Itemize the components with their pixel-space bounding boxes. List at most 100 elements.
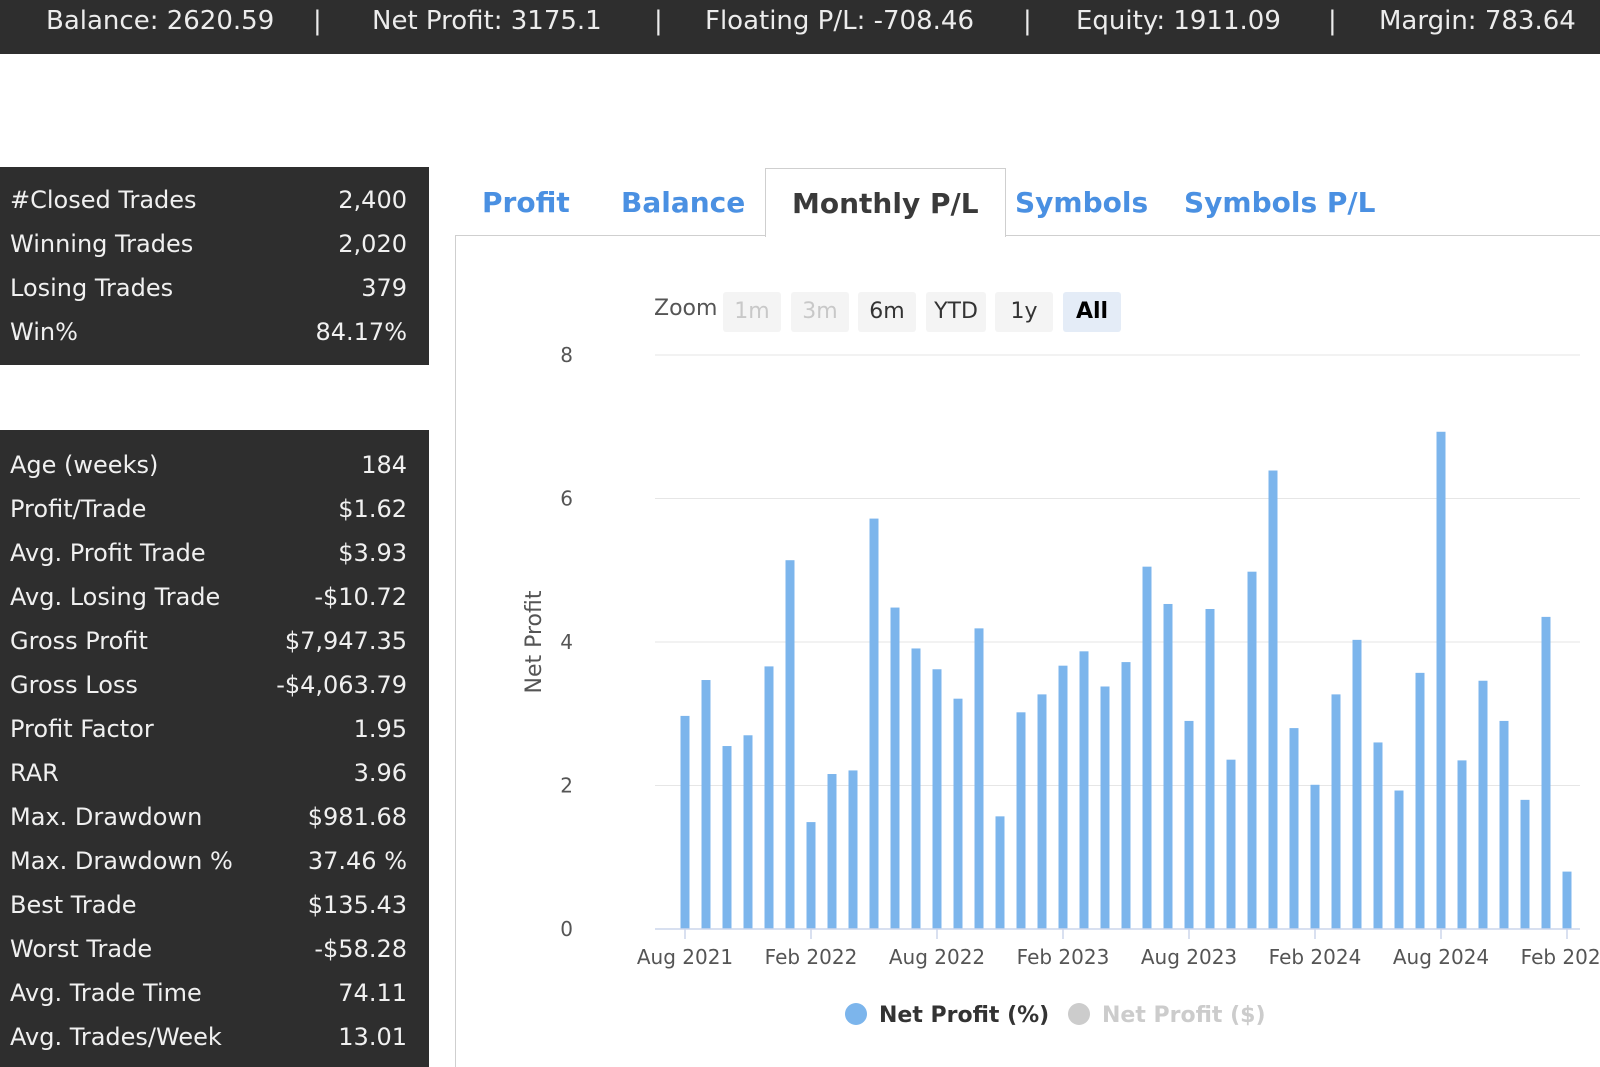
legend-item-net-profit-dollar[interactable]: Net Profit ($) <box>1068 1003 1266 1028</box>
bar[interactable] <box>932 669 942 929</box>
stat-value: 37.46 % <box>307 847 407 875</box>
stat-value: -$58.28 <box>314 935 407 963</box>
zoom-ytd-button[interactable]: YTD <box>926 292 986 332</box>
stat-row: #Closed Trades 2,400 <box>0 178 429 222</box>
bar[interactable] <box>1142 566 1152 929</box>
stat-label: Avg. Losing Trade <box>10 583 221 611</box>
bar[interactable] <box>953 698 963 929</box>
bar[interactable] <box>974 628 984 929</box>
trades-stats-panel: #Closed Trades 2,400 Winning Trades 2,020 … <box>0 167 429 365</box>
stat-row: Win% 84.17% <box>0 310 429 354</box>
bar[interactable] <box>995 816 1005 929</box>
bar[interactable] <box>1100 686 1110 929</box>
tab-symbols[interactable]: Symbols <box>1015 186 1149 219</box>
legend-label: Net Profit ($) <box>1102 1003 1266 1028</box>
bar[interactable] <box>1415 672 1425 929</box>
stat-value: -$4,063.79 <box>276 671 407 699</box>
bar[interactable] <box>743 735 753 929</box>
zoom-3m-button[interactable]: 3m <box>791 292 849 332</box>
bar[interactable] <box>1079 651 1089 929</box>
stat-row: Max. Drawdown % 37.46 % <box>0 839 429 883</box>
bar[interactable] <box>1058 665 1068 929</box>
bar[interactable] <box>848 770 858 929</box>
tab-profit[interactable]: Profit <box>482 186 570 219</box>
x-tick-label: Feb 2023 <box>1017 945 1110 969</box>
bar[interactable] <box>869 518 879 929</box>
bar[interactable] <box>890 607 900 929</box>
stat-row: Avg. Trades/Week 13.01 <box>0 1015 429 1059</box>
stat-row: Winning Trades 2,020 <box>0 222 429 266</box>
bar[interactable] <box>806 822 816 929</box>
zoom-1m-button[interactable]: 1m <box>723 292 781 332</box>
bar[interactable] <box>1457 760 1467 929</box>
stat-row: Best Trade $135.43 <box>0 883 429 927</box>
tab-balance[interactable]: Balance <box>621 186 746 219</box>
stat-value: $3.93 <box>338 539 407 567</box>
stat-value: 3.96 <box>353 759 407 787</box>
x-tick-label: Aug 2022 <box>889 945 985 969</box>
bar[interactable] <box>911 648 921 929</box>
bar[interactable] <box>785 560 795 929</box>
x-tick-label: Aug 2023 <box>1141 945 1237 969</box>
bar[interactable] <box>1037 694 1047 929</box>
tab-symbols-pl[interactable]: Symbols P/L <box>1184 186 1376 219</box>
stat-row: Profit Factor 1.95 <box>0 707 429 751</box>
bar[interactable] <box>764 666 774 929</box>
bar[interactable] <box>1289 728 1299 929</box>
bar[interactable] <box>1121 662 1131 929</box>
bar[interactable] <box>1310 784 1320 929</box>
performance-stats-panel: Age (weeks) 184 Profit/Trade $1.62 Avg. Pr… <box>0 430 429 1067</box>
stat-row: Losing Trades 379 <box>0 266 429 310</box>
stat-value: 74.11 <box>338 979 407 1007</box>
bar[interactable] <box>1331 694 1341 929</box>
bar[interactable] <box>1184 720 1194 929</box>
bar[interactable] <box>1520 799 1530 929</box>
stat-label: Gross Loss <box>10 671 138 699</box>
stat-label: Losing Trades <box>10 274 174 302</box>
bar[interactable] <box>1373 742 1383 929</box>
bar[interactable] <box>1016 712 1026 929</box>
stat-label: RAR <box>10 759 59 787</box>
tab-monthly-pl[interactable]: Monthly P/L <box>765 168 1006 237</box>
bar[interactable] <box>1478 680 1488 929</box>
stat-row: Profit/Trade $1.62 <box>0 487 429 531</box>
bar[interactable] <box>1247 571 1257 929</box>
stat-label: Winning Trades <box>10 230 194 258</box>
stat-label: Win% <box>10 318 78 346</box>
bar[interactable] <box>1352 639 1362 929</box>
x-tick-label: Aug 2021 <box>637 945 733 969</box>
bar[interactable] <box>1499 720 1509 929</box>
separator: | <box>1328 6 1337 36</box>
x-tick-label: Feb 2025 <box>1521 945 1600 969</box>
bar[interactable] <box>701 680 711 929</box>
bar[interactable] <box>1394 790 1404 929</box>
bar[interactable] <box>1205 608 1215 929</box>
bar[interactable] <box>1226 759 1236 929</box>
stat-value: 13.01 <box>338 1023 407 1051</box>
bar[interactable] <box>1436 431 1446 929</box>
zoom-all-button[interactable]: All <box>1063 292 1121 332</box>
bar[interactable] <box>1163 603 1173 929</box>
bar[interactable] <box>680 715 690 929</box>
stat-row: Gross Profit $7,947.35 <box>0 619 429 663</box>
zoom-6m-button[interactable]: 6m <box>858 292 916 332</box>
stat-value: 84.17% <box>315 318 407 346</box>
floating-pl-text: Floating P/L: -708.46 <box>705 6 974 36</box>
legend-marker <box>1068 1003 1090 1025</box>
stat-value: 379 <box>361 274 407 302</box>
bar[interactable] <box>827 774 837 929</box>
separator: | <box>654 6 663 36</box>
separator: | <box>1023 6 1032 36</box>
stat-label: Avg. Profit Trade <box>10 539 206 567</box>
stat-label: Gross Profit <box>10 627 148 655</box>
bar[interactable] <box>722 746 732 929</box>
stat-label: #Closed Trades <box>10 186 197 214</box>
bar[interactable] <box>1562 871 1572 929</box>
y-tick-label: 8 <box>560 343 573 367</box>
tab-divider <box>455 235 765 236</box>
stat-label: Profit/Trade <box>10 495 147 523</box>
bar[interactable] <box>1541 616 1551 929</box>
legend-item-net-profit-percent[interactable]: Net Profit (%) <box>845 1003 1049 1028</box>
zoom-1y-button[interactable]: 1y <box>995 292 1053 332</box>
bar[interactable] <box>1268 470 1278 929</box>
